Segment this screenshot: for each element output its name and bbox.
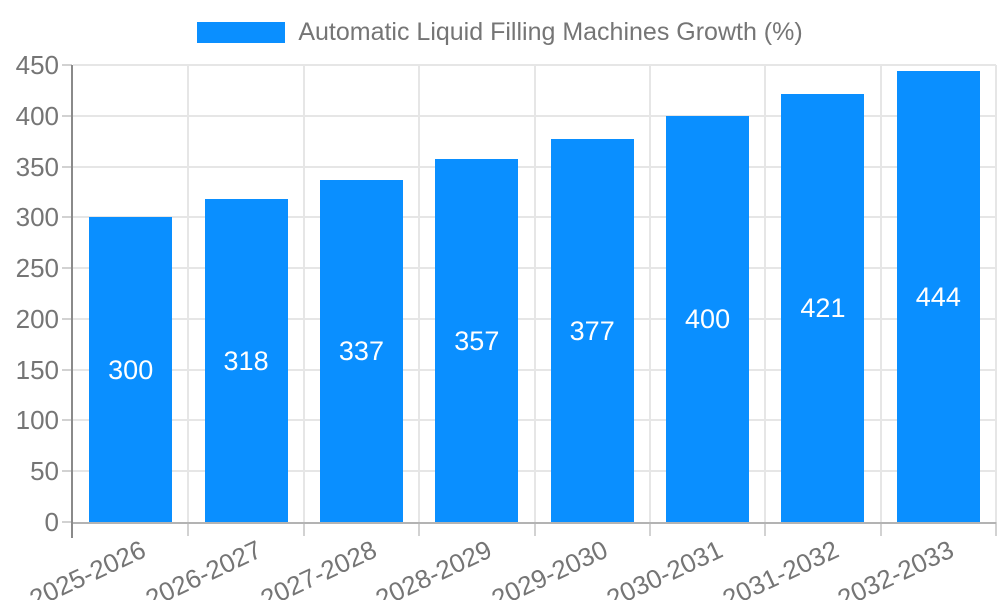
legend[interactable]: Automatic Liquid Filling Machines Growth…	[0, 20, 1000, 45]
legend-swatch	[197, 22, 286, 43]
y-axis-label: 450	[15, 50, 59, 80]
y-axis-label: 50	[30, 456, 59, 487]
x-axis-label: 2026-2027	[140, 534, 266, 600]
bar[interactable]	[666, 115, 750, 522]
x-axis-label: 2029-2030	[486, 534, 613, 600]
gridline-vertical	[879, 65, 882, 522]
y-axis-tick	[62, 419, 72, 422]
y-axis-tick	[62, 114, 72, 117]
y-axis-label: 300	[15, 202, 59, 233]
x-axis-label: 2031-2032	[717, 534, 843, 600]
bar[interactable]	[319, 179, 403, 522]
legend-label: Automatic Liquid Filling Machines Growth…	[298, 18, 803, 46]
bar-value-label: 444	[915, 281, 961, 312]
x-axis-line	[73, 522, 996, 524]
bar-value-label: 377	[569, 315, 615, 346]
x-axis-tick	[533, 522, 536, 536]
bar-value-label: 400	[685, 303, 731, 334]
bar[interactable]	[781, 94, 865, 522]
y-axis-line	[71, 65, 73, 538]
x-axis-tick	[187, 522, 190, 536]
y-axis-tick	[62, 368, 72, 371]
x-axis-label: 2030-2031	[602, 534, 728, 600]
gridline-vertical	[418, 65, 421, 522]
bar[interactable]	[204, 199, 288, 522]
y-axis-tick	[62, 64, 72, 66]
y-axis-tick	[62, 470, 72, 473]
bar-value-label: 357	[454, 325, 500, 356]
bar[interactable]	[896, 71, 980, 522]
gridline-vertical	[302, 65, 305, 522]
y-axis-label: 150	[15, 354, 59, 385]
y-axis-tick	[62, 165, 72, 168]
x-axis-label: 2028-2029	[371, 534, 497, 600]
x-axis-label: 2025-2026	[25, 534, 151, 600]
y-axis-label: 200	[15, 303, 59, 334]
y-axis-tick	[62, 216, 72, 219]
y-axis-tick	[62, 267, 72, 270]
x-axis-tick	[764, 522, 767, 536]
x-axis-tick	[879, 522, 882, 536]
bar[interactable]	[435, 159, 519, 522]
y-axis-tick	[62, 317, 72, 320]
y-axis-label: 0	[44, 507, 59, 537]
bar[interactable]	[89, 217, 173, 522]
y-axis-label: 250	[15, 253, 59, 284]
y-axis-label: 400	[15, 100, 59, 131]
x-axis-tick	[648, 522, 651, 536]
bar-value-label: 421	[800, 293, 846, 324]
x-axis-label: 2032-2033	[832, 534, 959, 600]
y-axis-label: 350	[15, 151, 59, 182]
gridline-vertical	[187, 65, 190, 522]
gridline-vertical	[764, 65, 767, 522]
y-axis-label: 100	[15, 405, 59, 436]
x-axis-tick	[302, 522, 305, 536]
x-axis-label: 2027-2028	[255, 534, 382, 600]
gridline-vertical	[533, 65, 536, 522]
gridline-vertical	[995, 65, 997, 522]
x-axis-tick	[418, 522, 421, 536]
x-axis-tick	[995, 522, 997, 536]
bar-value-label: 318	[223, 345, 269, 376]
bar-value-label: 300	[108, 354, 154, 385]
bar[interactable]	[550, 139, 634, 522]
bar-value-label: 337	[338, 335, 384, 366]
y-axis-tick	[62, 521, 72, 523]
gridline-vertical	[648, 65, 651, 522]
